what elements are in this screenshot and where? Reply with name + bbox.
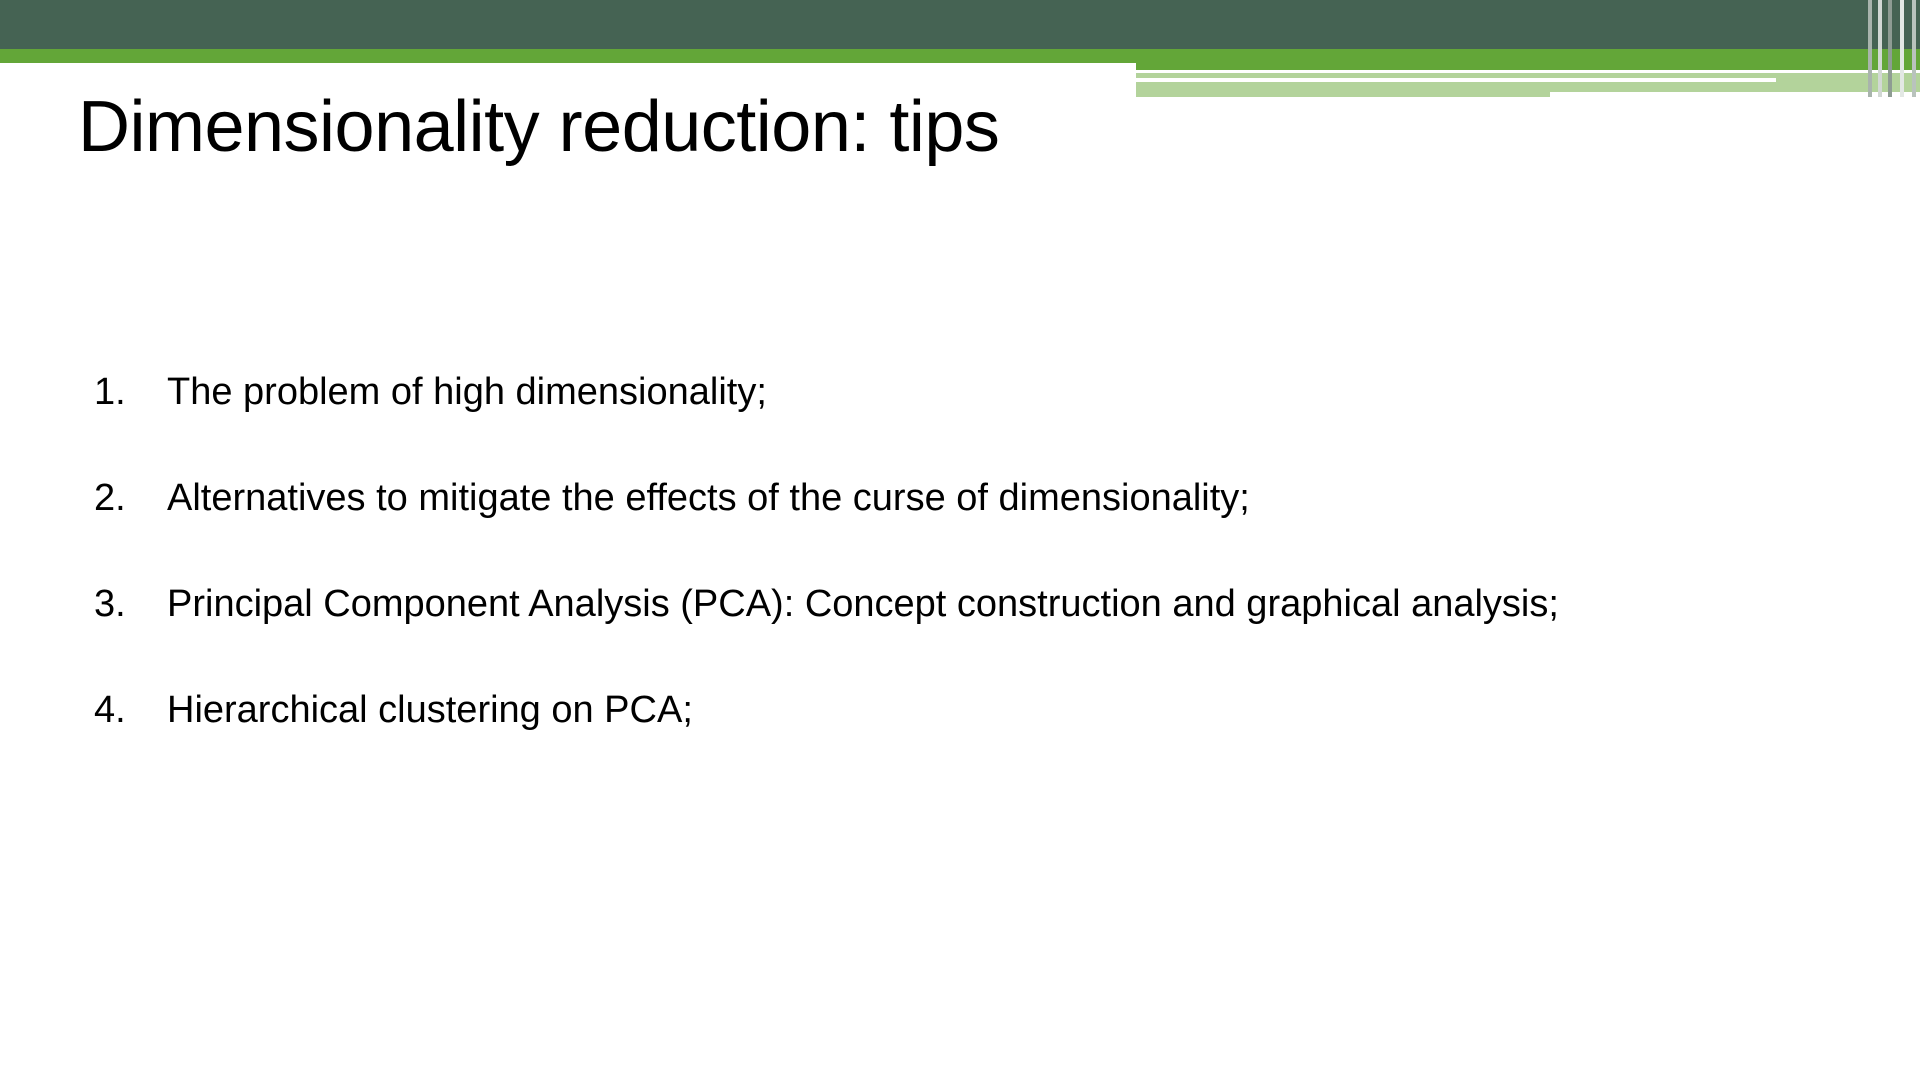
corner-stripe (1868, 0, 1872, 97)
header-white-cut (0, 63, 1136, 71)
item-number: 4. (94, 689, 126, 731)
item-text: Alternatives to mitigate the effects of … (167, 477, 1250, 519)
header-dark-band (0, 0, 1920, 49)
corner-stripe (1900, 0, 1904, 97)
item-text: Hierarchical clustering on PCA; (167, 689, 693, 731)
corner-stripes (1862, 0, 1920, 97)
item-text: Principal Component Analysis (PCA): Conc… (167, 583, 1559, 625)
slide-title: Dimensionality reduction: tips (78, 87, 1000, 167)
list-item: 1. The problem of high dimensionality; (94, 362, 1854, 468)
list-item: 4. Hierarchical clustering on PCA; (94, 680, 1854, 786)
item-text: The problem of high dimensionality; (167, 371, 767, 413)
list-item: 3. Principal Component Analysis (PCA): C… (94, 574, 1854, 680)
list-item: 2. Alternatives to mitigate the effects … (94, 468, 1854, 574)
corner-stripe (1878, 0, 1882, 97)
item-number: 3. (94, 583, 126, 625)
item-number: 1. (94, 371, 126, 413)
corner-stripe (1912, 0, 1916, 97)
corner-stripe (1888, 0, 1892, 97)
header-white-line (1136, 78, 1776, 82)
header-light-cut (1550, 92, 1920, 98)
item-number: 2. (94, 477, 126, 519)
tips-list: 1. The problem of high dimensionality; 2… (94, 362, 1854, 786)
